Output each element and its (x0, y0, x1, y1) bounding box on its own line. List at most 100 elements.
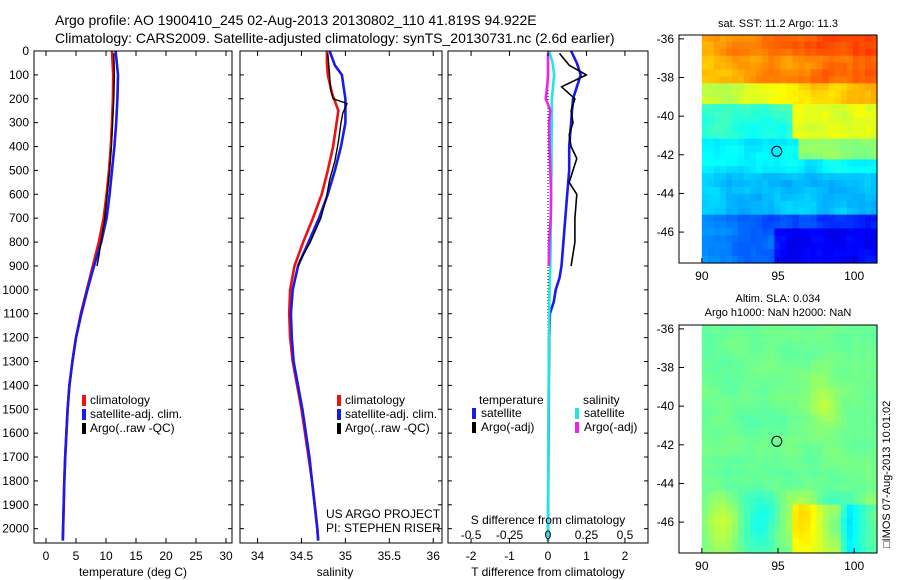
sst-cell (804, 159, 812, 167)
sla-cell (858, 449, 866, 457)
sla-cell (798, 359, 806, 368)
sst-cell (804, 235, 812, 243)
sst-cell (792, 83, 800, 91)
sla-cell (756, 352, 763, 361)
sla-cell (719, 442, 727, 450)
sst-cell (707, 62, 715, 71)
sst-cell (719, 166, 727, 174)
sst-cell (852, 145, 860, 154)
sst-cell (870, 187, 878, 195)
sst-cell (738, 69, 745, 78)
sst-cell (852, 69, 860, 78)
sla-cell (707, 532, 715, 540)
sla-cell (707, 380, 715, 388)
sst-cell (744, 249, 751, 257)
sla-cell (713, 401, 721, 409)
sla-cell (713, 504, 721, 513)
sst-cell (798, 193, 806, 202)
sst-cell (810, 180, 818, 188)
sst-cell (852, 55, 860, 64)
temperature-legend-label-0: climatology (90, 393, 150, 407)
sla-cell (744, 539, 751, 547)
sla-cell (852, 331, 860, 340)
sla-cell (774, 532, 781, 540)
sla-cell (713, 525, 721, 533)
sst-cell (834, 145, 842, 154)
sla-cell (786, 387, 794, 395)
sst-cell (780, 83, 787, 91)
sla-cell (732, 483, 739, 492)
sla-ytick-label-2: -40 (657, 399, 675, 413)
sst-cell (738, 131, 745, 140)
sst-cell (762, 235, 769, 243)
sla-cell (828, 345, 836, 354)
sst-cell (816, 221, 824, 230)
sst-xtick-label-1: 95 (771, 269, 785, 283)
sst-cell (750, 69, 757, 78)
sst-cell (828, 187, 836, 195)
sla-cell (726, 504, 733, 513)
sla-cell (744, 366, 751, 374)
sla-cell (726, 477, 733, 485)
sla-cell (762, 366, 769, 374)
sla-cell (732, 470, 739, 478)
sst-cell (852, 76, 860, 84)
sst-cell (768, 173, 775, 181)
sst-cell (719, 104, 727, 112)
sst-cell (719, 48, 727, 57)
salinity-legend-swatch-1 (337, 409, 341, 420)
sla-cell (774, 463, 781, 471)
sla-cell (726, 325, 733, 333)
sla-cell (852, 359, 860, 368)
sla-cell (870, 394, 878, 402)
sst-cell (713, 55, 721, 64)
sla-cell (846, 331, 854, 340)
sla-cell (858, 435, 866, 444)
sla-cell (750, 394, 757, 402)
sla-cell (792, 352, 800, 361)
sla-cell (762, 518, 769, 526)
sst-cell (768, 111, 775, 119)
sla-cell (810, 532, 818, 540)
sla-cell (816, 463, 824, 471)
sst-cell (762, 173, 769, 181)
temperature-series-line-0 (61, 50, 115, 541)
sla-cell (870, 532, 878, 540)
salinity-xtick-label-4: 36 (427, 549, 441, 563)
sst-cell (726, 117, 733, 126)
sla-cell (840, 532, 848, 540)
sla-cell (713, 421, 721, 430)
sla-cell (822, 345, 830, 354)
sla-cell (762, 490, 769, 499)
sla-cell (834, 352, 842, 361)
sst-cell (792, 124, 800, 133)
sst-cell (738, 124, 745, 133)
sst-cell (774, 62, 781, 71)
sla-cell (846, 456, 854, 464)
sst-cell (822, 221, 830, 230)
sla-cell (768, 483, 775, 492)
sla-cell (738, 442, 745, 450)
sla-cell (840, 470, 848, 478)
sla-cell (834, 470, 842, 478)
sst-cell (834, 193, 842, 202)
sla-cell (798, 394, 806, 402)
sst-cell (750, 41, 757, 50)
sst-cell (828, 173, 836, 181)
sla-cell (738, 518, 745, 526)
sla-cell (834, 331, 842, 340)
sla-cell (768, 477, 775, 485)
sla-cell (810, 463, 818, 471)
difference-ticks: -2 -1 0 1 2 (448, 50, 648, 563)
sst-cell (726, 90, 733, 98)
sst-cell (762, 145, 769, 154)
sst-cell (701, 104, 709, 112)
sla-cell (701, 532, 709, 540)
sst-cell (768, 131, 775, 140)
sla-cell (822, 435, 830, 444)
sst-cell (707, 152, 715, 160)
sla-cell (738, 546, 745, 554)
sla-cell (828, 380, 836, 388)
sst-cell (726, 235, 733, 243)
sla-cell (701, 463, 709, 471)
